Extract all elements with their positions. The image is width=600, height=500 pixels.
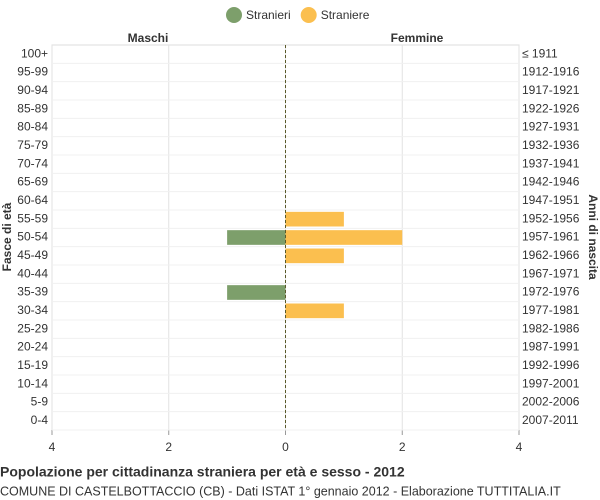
- y2-tick-label: 1912-1916: [522, 65, 580, 79]
- bar: [285, 303, 344, 319]
- y2-tick-label: 1997-2001: [522, 376, 580, 390]
- y-tick-label: 45-49: [17, 248, 48, 262]
- y2-tick-label: ≤ 1911: [522, 46, 558, 60]
- y-tick-label: 30-34: [17, 303, 48, 317]
- y-tick-label: 35-39: [17, 285, 48, 299]
- y2-tick-label: 1937-1941: [522, 156, 580, 170]
- legend-label: Straniere: [321, 8, 370, 22]
- bar: [285, 248, 344, 264]
- left-header: Maschi: [128, 31, 169, 45]
- chart-title: Popolazione per cittadinanza straniera p…: [0, 464, 405, 480]
- y2-tick-label: 1967-1971: [522, 266, 580, 280]
- x-tick-label: 2: [399, 440, 406, 454]
- y2-tick-label: 1922-1926: [522, 101, 580, 115]
- right-header: Femmine: [391, 31, 444, 45]
- y2-tick-label: 1987-1991: [522, 340, 580, 354]
- x-tick-label: 4: [49, 440, 56, 454]
- legend-marker: [226, 7, 242, 23]
- y-tick-label: 25-29: [17, 321, 48, 335]
- y2-tick-label: 1982-1986: [522, 321, 580, 335]
- legend-label: Stranieri: [246, 8, 291, 22]
- y2-tick-label: 1977-1981: [522, 303, 580, 317]
- chart-subtitle: COMUNE DI CASTELBOTTACCIO (CB) - Dati IS…: [0, 484, 561, 498]
- x-tick-label: 2: [165, 440, 172, 454]
- x-tick-label: 4: [516, 440, 523, 454]
- y2-tick-label: 1942-1946: [522, 175, 580, 189]
- y-axis-title: Fasce di età: [0, 202, 14, 271]
- y-tick-label: 95-99: [17, 65, 48, 79]
- y-tick-label: 70-74: [17, 156, 48, 170]
- x-tick-label: 0: [282, 440, 289, 454]
- y-tick-label: 40-44: [17, 266, 48, 280]
- y-tick-label: 85-89: [17, 101, 48, 115]
- y-tick-label: 75-79: [17, 138, 48, 152]
- bar: [285, 230, 403, 245]
- y2-tick-label: 1992-1996: [522, 358, 580, 372]
- y2-tick-label: 1947-1951: [522, 193, 580, 207]
- y-tick-label: 60-64: [17, 193, 48, 207]
- y-tick-label: 10-14: [17, 376, 48, 390]
- y-tick-label: 5-9: [31, 395, 49, 409]
- y2-tick-label: 1957-1961: [522, 230, 580, 244]
- bar: [285, 211, 344, 227]
- y-tick-label: 90-94: [17, 83, 48, 97]
- y-tick-label: 100+: [21, 46, 48, 60]
- y-tick-label: 0-4: [31, 413, 49, 427]
- y2-tick-label: 1952-1956: [522, 211, 580, 225]
- y2-tick-label: 1972-1976: [522, 285, 580, 299]
- y2-axis-title: Anni di nascita: [586, 194, 600, 280]
- y-tick-label: 15-19: [17, 358, 48, 372]
- y-tick-label: 50-54: [17, 230, 48, 244]
- y-tick-label: 80-84: [17, 120, 48, 134]
- y2-tick-label: 1927-1931: [522, 120, 580, 134]
- y-tick-label: 55-59: [17, 211, 48, 225]
- bar: [227, 285, 286, 300]
- y2-tick-label: 1932-1936: [522, 138, 580, 152]
- y-tick-label: 20-24: [17, 340, 48, 354]
- y2-tick-label: 2002-2006: [522, 395, 580, 409]
- legend-marker: [300, 7, 317, 23]
- y2-tick-label: 1917-1921: [522, 83, 580, 97]
- bar: [227, 230, 286, 245]
- y2-tick-label: 2007-2011: [522, 413, 579, 427]
- y2-tick-label: 1962-1966: [522, 248, 580, 262]
- y-tick-label: 65-69: [17, 175, 48, 189]
